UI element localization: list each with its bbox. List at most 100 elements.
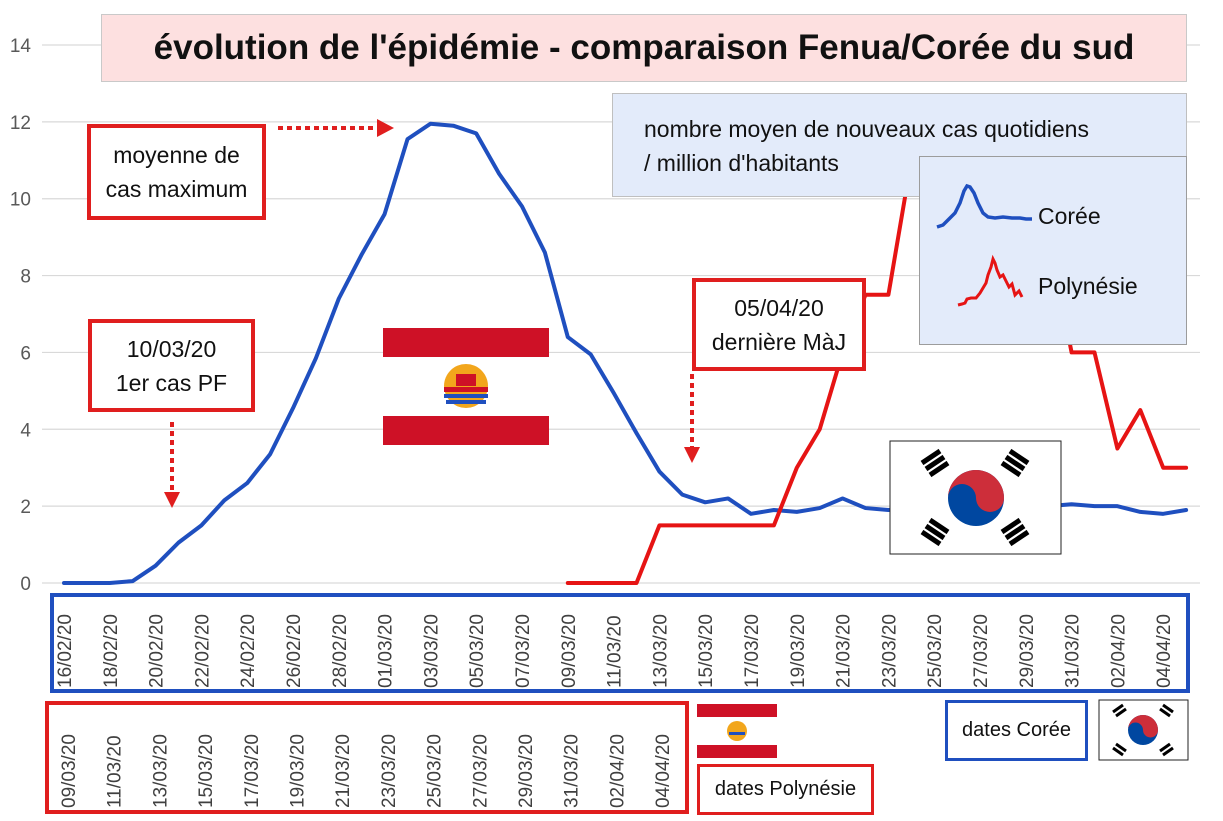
annotation-last-update-line-1: 05/04/20	[734, 294, 824, 321]
x-tick-label-coree: 25/03/20	[925, 614, 946, 688]
data-point-coree	[749, 512, 753, 516]
x-tick-label-polynesie: 19/03/20	[288, 734, 309, 808]
data-point-coree	[383, 212, 387, 216]
polynesie-dates-frame	[45, 701, 689, 814]
x-tick-label-coree: 22/02/20	[192, 614, 213, 688]
french-polynesia-flag-icon	[383, 328, 549, 445]
data-point-coree	[520, 204, 524, 208]
subtitle-line-1: nombre moyen de nouveaux cas quotidiens	[644, 116, 1089, 142]
data-point-coree	[886, 508, 890, 512]
legend-label-polynesie: Polynésie	[1038, 273, 1138, 299]
x-tick-label-coree: 09/03/20	[559, 614, 580, 688]
data-point-coree	[428, 122, 432, 126]
x-tick-label-coree: 29/03/20	[1017, 614, 1038, 688]
data-point-coree	[268, 452, 272, 456]
x-tick-label-polynesie: 17/03/20	[242, 734, 263, 808]
max-arrow-head	[377, 119, 394, 137]
data-point-coree	[85, 581, 89, 585]
series-line-polynesie	[565, 119, 1189, 585]
data-point-coree	[337, 297, 341, 301]
data-point-coree	[1115, 504, 1119, 508]
data-point-coree	[1070, 502, 1074, 506]
x-tick-label-coree: 28/02/20	[330, 614, 351, 688]
data-point-coree	[406, 137, 409, 141]
data-point-polynesie	[1184, 466, 1188, 470]
data-point-coree	[1093, 504, 1096, 508]
legend-swatches	[936, 183, 1032, 307]
data-point-coree	[841, 496, 845, 500]
legend-swatch-coree	[936, 183, 1032, 229]
data-point-polynesie	[1161, 466, 1165, 470]
x-tick-label-coree: 01/03/20	[376, 614, 397, 688]
x-tick-label-polynesie: 29/03/20	[516, 734, 537, 808]
data-point-coree	[772, 508, 776, 512]
data-point-coree	[451, 124, 455, 128]
x-tick-label-coree: 07/03/20	[513, 614, 534, 688]
x-tick-label-coree: 03/03/20	[421, 614, 442, 688]
data-point-coree	[131, 579, 135, 583]
data-point-polynesie	[680, 523, 684, 527]
data-point-coree	[612, 391, 616, 395]
data-point-coree	[474, 131, 478, 135]
x-tick-label-coree: 23/03/20	[879, 614, 900, 688]
data-point-coree	[199, 523, 203, 527]
x-tick-label-coree: 17/03/20	[742, 614, 763, 688]
chart-title: évolution de l'épidémie - comparaison Fe…	[101, 14, 1187, 82]
y-axis-ticks: 0 2 4 6 8 10 12 14	[10, 36, 32, 595]
data-point-coree	[245, 481, 249, 485]
y-tick-label: 12	[10, 113, 31, 134]
annotation-max-line-1: moyenne de	[113, 142, 240, 168]
dates-polynesie-label: dates Polynésie	[697, 764, 874, 815]
x-tick-label-coree: 20/02/20	[147, 614, 168, 688]
x-tick-label-polynesie: 27/03/20	[470, 734, 491, 808]
data-point-polynesie	[772, 523, 776, 527]
coree-dates-frame	[50, 593, 1190, 693]
south-korea-flag-icon	[1098, 699, 1189, 761]
last-update-arrow-head	[684, 447, 700, 463]
first-case-arrow-head	[164, 492, 180, 508]
data-point-coree	[177, 541, 180, 545]
annotation-first-case-line-2: 1er cas PF	[115, 369, 228, 396]
x-tick-label-coree: 31/03/20	[1063, 614, 1084, 688]
x-tick-label-polynesie: 31/03/20	[562, 734, 583, 808]
data-point-polynesie	[1093, 350, 1096, 354]
x-tick-label-polynesie: 11/03/20	[105, 735, 126, 808]
annotation-max-line-2: cas maximum	[105, 176, 248, 202]
annotation-last-update-line-2: dernière MàJ	[711, 328, 847, 355]
data-point-polynesie	[726, 523, 730, 527]
data-point-polynesie	[1115, 447, 1119, 450]
south-korea-flag-icon	[889, 440, 1062, 555]
x-tick-label-coree: 13/03/20	[650, 614, 671, 688]
x-tick-label-coree: 27/03/20	[971, 614, 992, 688]
data-point-coree	[222, 498, 226, 502]
x-tick-label-polynesie: 25/03/20	[425, 734, 446, 808]
x-tick-label-coree: 26/02/20	[284, 614, 305, 688]
data-point-coree	[154, 564, 158, 568]
x-tick-label-coree: 15/03/20	[696, 614, 717, 688]
legend-label-coree: Corée	[1038, 203, 1101, 229]
annotation-max: moyenne de cas maximum	[87, 124, 266, 220]
data-point-polynesie	[1070, 350, 1074, 354]
data-point-coree	[818, 506, 822, 510]
data-point-coree	[680, 493, 684, 497]
data-point-coree	[589, 352, 593, 356]
x-tick-label-polynesie: 02/04/20	[607, 734, 628, 808]
data-point-coree	[62, 581, 66, 585]
data-point-coree	[1184, 508, 1188, 512]
x-tick-label-coree: 05/03/20	[467, 614, 488, 688]
x-tick-label-coree: 24/02/20	[238, 614, 259, 688]
y-tick-label: 4	[20, 420, 31, 441]
data-point-coree	[703, 500, 707, 504]
y-tick-label: 8	[20, 267, 31, 288]
y-tick-label: 10	[10, 190, 31, 211]
x-tick-label-coree: 16/02/20	[55, 614, 76, 688]
x-tick-label-polynesie: 15/03/20	[196, 734, 217, 808]
data-point-coree	[635, 431, 638, 435]
x-tick-label-coree: 02/04/20	[1108, 614, 1129, 688]
data-point-polynesie	[566, 581, 570, 585]
x-tick-label-polynesie: 13/03/20	[150, 734, 171, 808]
y-tick-label: 0	[20, 574, 31, 595]
data-point-coree	[543, 251, 547, 255]
x-axis-labels-polynesie: 09/03/20 11/03/20 13/03/20 15/03/20 17/03/20…	[59, 734, 674, 808]
data-point-coree	[108, 581, 112, 585]
